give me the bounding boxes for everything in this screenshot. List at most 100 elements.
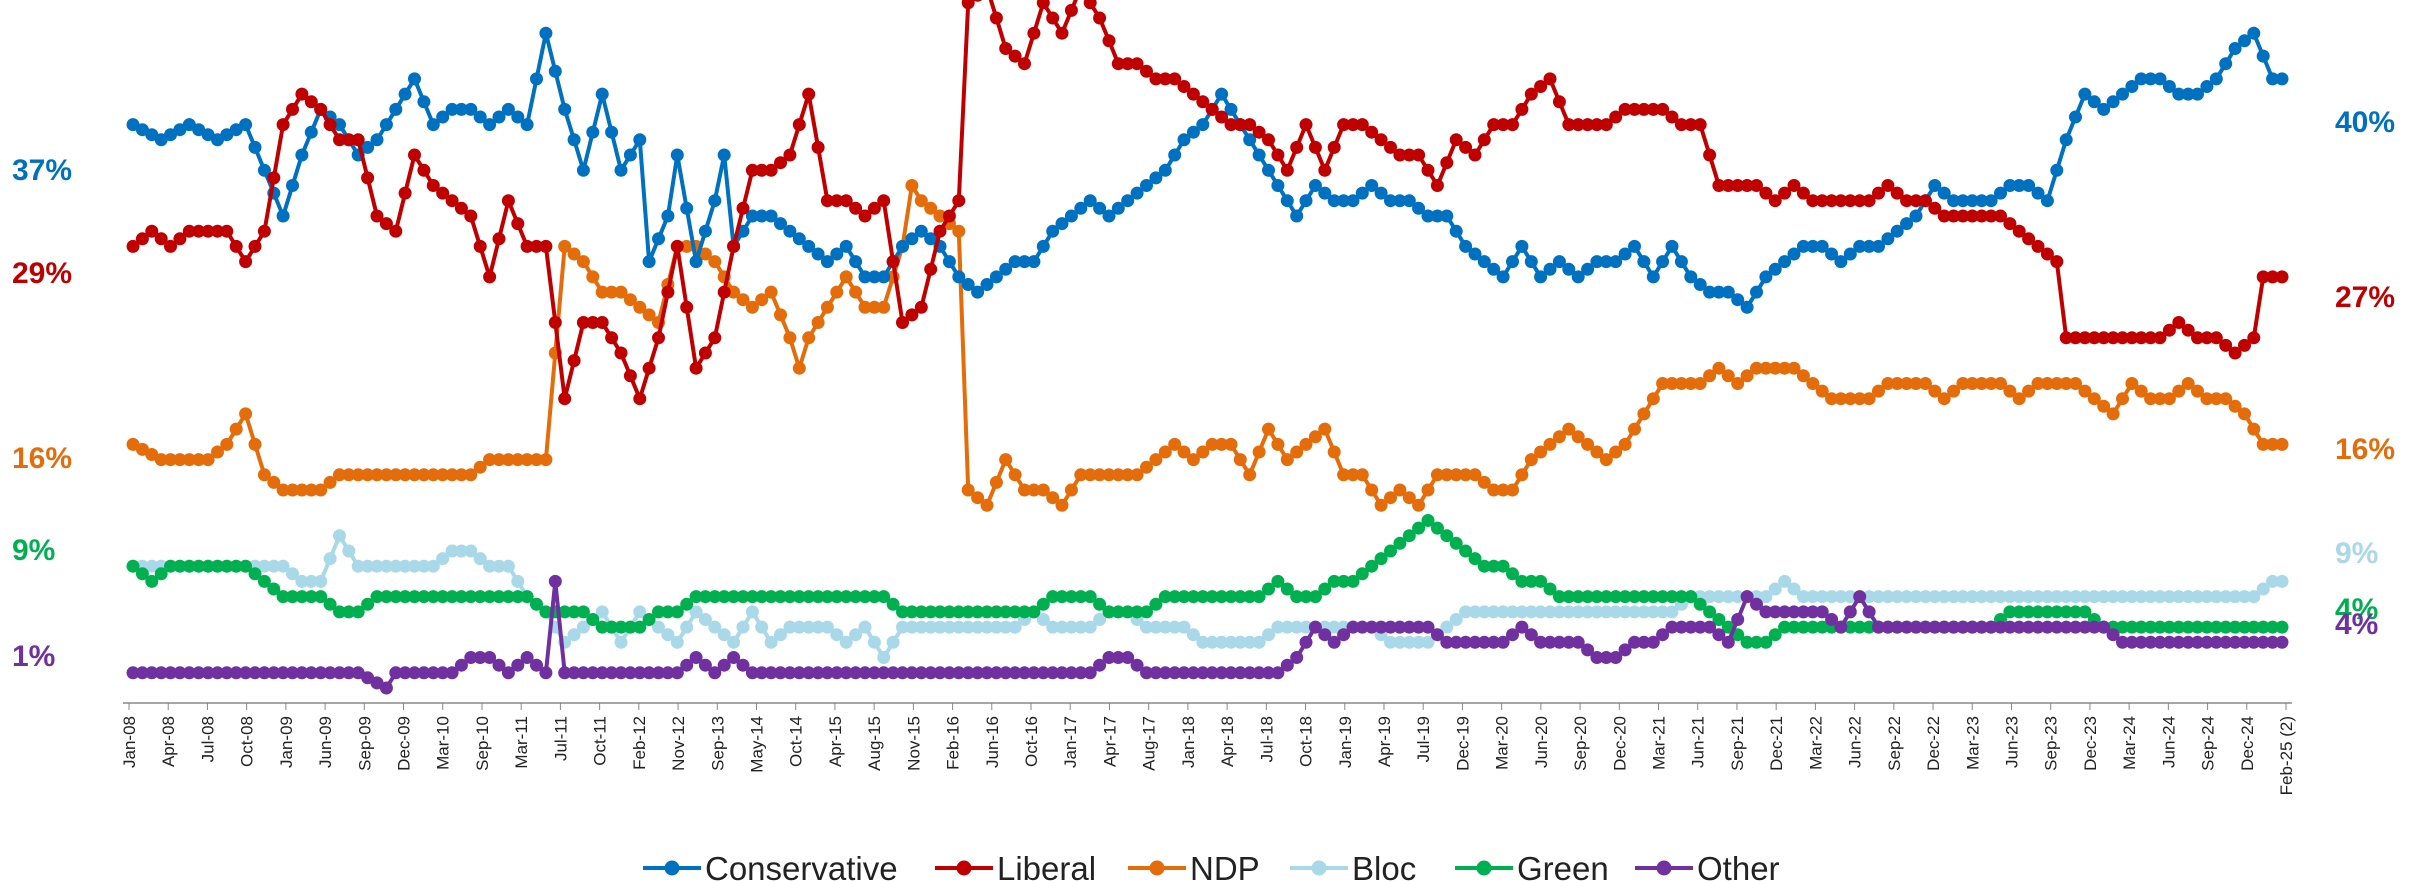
data-point <box>1947 590 1961 604</box>
data-point <box>1327 194 1341 208</box>
data-point <box>858 209 872 223</box>
data-point <box>1778 361 1792 375</box>
data-point <box>1168 620 1182 634</box>
legend-item-liberal: Liberal <box>935 850 1096 881</box>
data-point <box>1280 163 1294 177</box>
data-point <box>1590 651 1604 664</box>
x-tick-label: Feb-16 <box>944 716 963 770</box>
data-point <box>2275 574 2289 588</box>
data-point <box>971 491 985 505</box>
data-point <box>952 194 966 208</box>
data-point <box>961 278 975 291</box>
data-point <box>1477 559 1491 573</box>
data-point <box>755 666 769 680</box>
data-point <box>248 666 262 680</box>
data-point <box>1402 529 1416 543</box>
data-point <box>1656 102 1670 116</box>
data-point <box>1796 620 1810 634</box>
data-point <box>1618 247 1632 261</box>
data-point <box>1083 620 1097 634</box>
data-point <box>1562 422 1576 436</box>
data-point <box>1412 635 1426 649</box>
data-point <box>1674 255 1688 269</box>
data-point <box>464 590 478 604</box>
x-tick-label: Oct-16 <box>1022 716 1041 767</box>
data-point <box>530 658 543 672</box>
data-point <box>2266 635 2280 649</box>
x-tick-label: Jul-11 <box>551 716 570 761</box>
data-point <box>2256 620 2270 634</box>
data-point <box>492 590 506 604</box>
data-point <box>558 239 572 253</box>
data-point <box>755 590 769 604</box>
data-point <box>1487 262 1501 276</box>
data-point <box>2162 392 2176 406</box>
data-point <box>633 133 647 147</box>
legend-label: Green <box>1517 850 1609 881</box>
data-point <box>511 658 525 672</box>
data-point <box>698 613 712 626</box>
data-point <box>295 590 309 604</box>
data-point <box>2031 605 2045 619</box>
data-point <box>1506 605 1519 619</box>
data-point <box>774 590 787 604</box>
data-point <box>1374 620 1388 634</box>
data-point <box>595 620 609 634</box>
data-point <box>717 658 731 672</box>
data-point <box>558 102 572 116</box>
data-point <box>755 163 769 177</box>
data-point <box>520 118 534 132</box>
data-point <box>933 209 947 223</box>
data-point <box>1956 209 1970 223</box>
data-point <box>1703 590 1717 604</box>
data-point <box>1215 666 1229 680</box>
data-point <box>1975 209 1989 223</box>
data-point <box>1243 133 1257 147</box>
data-point <box>1215 635 1229 649</box>
data-point <box>989 11 1003 25</box>
data-point <box>1712 179 1726 192</box>
data-point <box>1374 498 1388 512</box>
data-point <box>445 468 459 482</box>
data-point <box>1524 87 1538 101</box>
data-point <box>1158 590 1172 604</box>
data-point <box>1449 635 1463 649</box>
data-point <box>2144 392 2158 406</box>
x-tick-label: Apr-19 <box>1375 716 1394 767</box>
data-point <box>2209 392 2223 406</box>
data-point <box>689 361 703 375</box>
data-point <box>2031 377 2045 390</box>
data-point <box>2162 635 2176 649</box>
data-point <box>1956 194 1970 208</box>
data-point <box>858 666 872 680</box>
data-point <box>2228 399 2242 413</box>
data-point <box>1280 194 1294 208</box>
data-point <box>839 239 853 253</box>
data-point <box>783 620 797 634</box>
data-point <box>1205 437 1219 451</box>
data-point <box>1890 620 1904 634</box>
data-point <box>379 468 393 482</box>
data-point <box>999 262 1013 276</box>
data-point <box>1290 445 1304 459</box>
data-point <box>473 651 487 664</box>
data-point <box>1374 186 1388 200</box>
data-point <box>820 300 834 314</box>
data-point <box>1196 590 1210 604</box>
data-point <box>924 262 938 276</box>
data-point <box>1440 209 1454 223</box>
data-point <box>1703 605 1717 619</box>
data-point <box>1665 110 1679 124</box>
data-point <box>2209 72 2223 86</box>
legend-marker <box>1149 860 1165 876</box>
data-point <box>1590 118 1604 132</box>
data-point <box>1496 605 1510 619</box>
data-point <box>1768 262 1782 276</box>
data-point <box>1843 620 1857 634</box>
data-point <box>605 285 619 299</box>
data-point <box>1224 635 1238 649</box>
data-point <box>1496 118 1510 132</box>
legend-marker <box>1656 860 1672 876</box>
data-point <box>576 666 590 680</box>
x-tick-label: Dec-21 <box>1767 716 1786 771</box>
